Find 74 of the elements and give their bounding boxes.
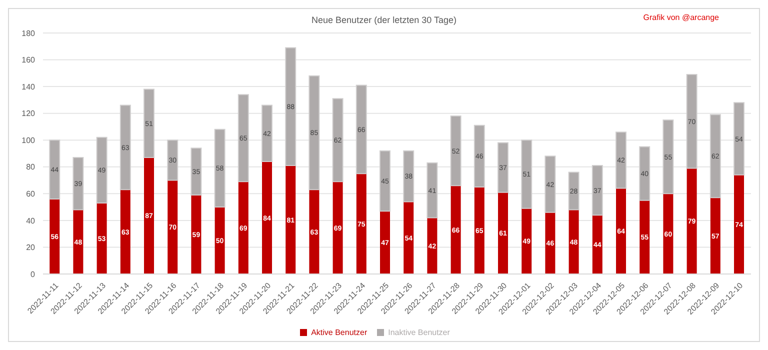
bar <box>168 180 178 274</box>
bar <box>96 203 107 274</box>
bar <box>616 132 627 189</box>
y-tick-label: 180 <box>22 28 36 38</box>
y-tick-label: 140 <box>22 82 36 92</box>
chart-title: Neue Benutzer (der letzten 30 Tage) <box>312 15 456 25</box>
bar <box>639 146 650 201</box>
bar <box>332 182 343 274</box>
bar <box>191 195 202 274</box>
legend-label: Aktive Benutzer <box>311 328 368 337</box>
bar <box>404 202 414 274</box>
bar <box>262 104 273 162</box>
bar <box>640 200 650 274</box>
bar <box>474 186 484 274</box>
bar <box>662 120 674 194</box>
bar <box>568 172 580 210</box>
bar <box>427 218 438 274</box>
legend-label: Inaktive Benutzer <box>388 328 450 337</box>
bar <box>522 208 532 274</box>
y-tick-label: 20 <box>26 243 36 252</box>
bar <box>450 116 462 186</box>
bar <box>285 47 296 166</box>
bar <box>544 156 556 213</box>
bar <box>120 190 130 274</box>
bar <box>332 98 344 182</box>
bar <box>356 84 367 174</box>
bar <box>734 102 745 176</box>
bar <box>286 166 296 274</box>
bar <box>120 104 131 190</box>
bar <box>214 128 226 208</box>
bar <box>96 136 108 204</box>
y-tick-label: 120 <box>22 109 36 118</box>
bar <box>144 158 154 274</box>
bar <box>710 198 720 274</box>
bar <box>308 75 320 190</box>
bar <box>49 140 60 200</box>
bar <box>262 162 272 274</box>
y-tick-label: 60 <box>26 190 36 199</box>
bar <box>72 157 84 210</box>
bar <box>616 188 626 274</box>
bar <box>426 162 438 218</box>
bar <box>450 186 461 274</box>
bar <box>686 168 697 274</box>
bar <box>214 207 225 274</box>
bar <box>356 174 366 274</box>
bar <box>498 142 509 193</box>
bar <box>474 124 485 188</box>
bar <box>710 114 721 198</box>
bar <box>309 190 320 274</box>
bar <box>73 210 84 274</box>
bar <box>380 211 390 274</box>
bar <box>545 212 556 274</box>
bar <box>403 150 414 202</box>
y-tick-label: 0 <box>30 270 36 279</box>
bar <box>686 74 698 169</box>
y-tick-label: 100 <box>22 136 36 145</box>
bar <box>190 148 202 196</box>
bar <box>663 194 674 274</box>
bar <box>592 215 602 274</box>
bar <box>498 192 508 274</box>
y-tick-label: 80 <box>26 162 36 172</box>
bar <box>592 165 603 216</box>
bar <box>568 210 579 274</box>
bar <box>734 174 744 274</box>
text: Grafik von @arcange <box>643 13 719 22</box>
y-tick-label: 40 <box>26 216 36 226</box>
y-tick-label: 160 <box>22 56 36 65</box>
bar <box>521 140 532 209</box>
bar <box>167 140 178 181</box>
bar <box>238 182 248 274</box>
bar <box>380 150 391 212</box>
bar <box>50 199 60 274</box>
bar <box>144 88 155 158</box>
bar <box>238 94 249 182</box>
